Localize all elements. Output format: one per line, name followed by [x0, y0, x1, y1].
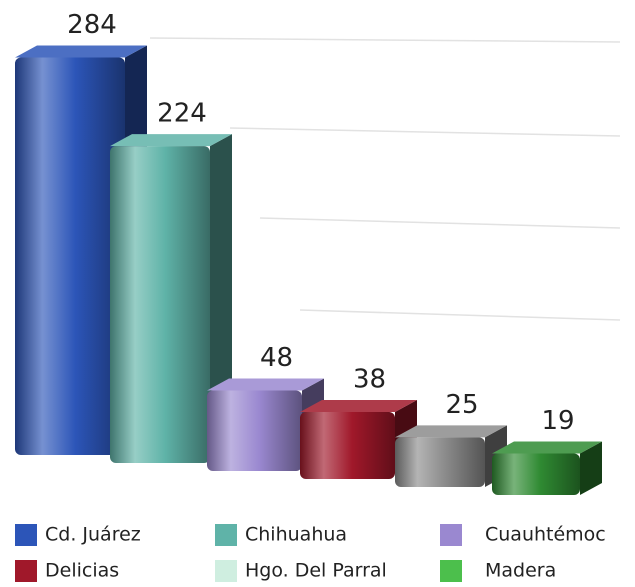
data-label: 224 [157, 99, 207, 129]
grid-line [149, 37, 621, 43]
bar-top [492, 441, 602, 454]
legend-swatch [440, 560, 462, 582]
data-label: 19 [541, 406, 574, 436]
legend-label: Hgo. Del Parral [245, 560, 387, 582]
grid-line [259, 217, 621, 229]
bar [492, 453, 580, 495]
bar [300, 411, 395, 479]
bar-top [300, 399, 417, 412]
bar-top [207, 378, 324, 391]
bar-side [580, 441, 602, 495]
bar-top [110, 134, 232, 147]
data-label: 48 [260, 343, 293, 373]
grid [149, 37, 621, 321]
legend-label: Cuauhtémoc [485, 524, 606, 546]
legend-swatch [15, 560, 37, 582]
legend-label: Cd. Juárez [45, 524, 141, 546]
bar [395, 437, 485, 487]
legend-label: Madera [485, 560, 556, 582]
legend-swatch [15, 524, 37, 546]
bar [15, 57, 125, 455]
bar-top [395, 425, 507, 438]
grid-line [229, 127, 621, 137]
grid-line [299, 309, 621, 321]
bar [110, 146, 210, 464]
data-label: 284 [67, 10, 117, 40]
data-label: 38 [353, 364, 386, 394]
bar-top [15, 45, 147, 58]
legend-label: Chihuahua [245, 524, 347, 546]
legend-swatch [215, 524, 237, 546]
bar [207, 390, 302, 471]
legend-swatch [440, 524, 462, 546]
data-label: 25 [445, 390, 478, 420]
legend-swatch [215, 560, 237, 582]
legend-label: Delicias [45, 560, 119, 582]
